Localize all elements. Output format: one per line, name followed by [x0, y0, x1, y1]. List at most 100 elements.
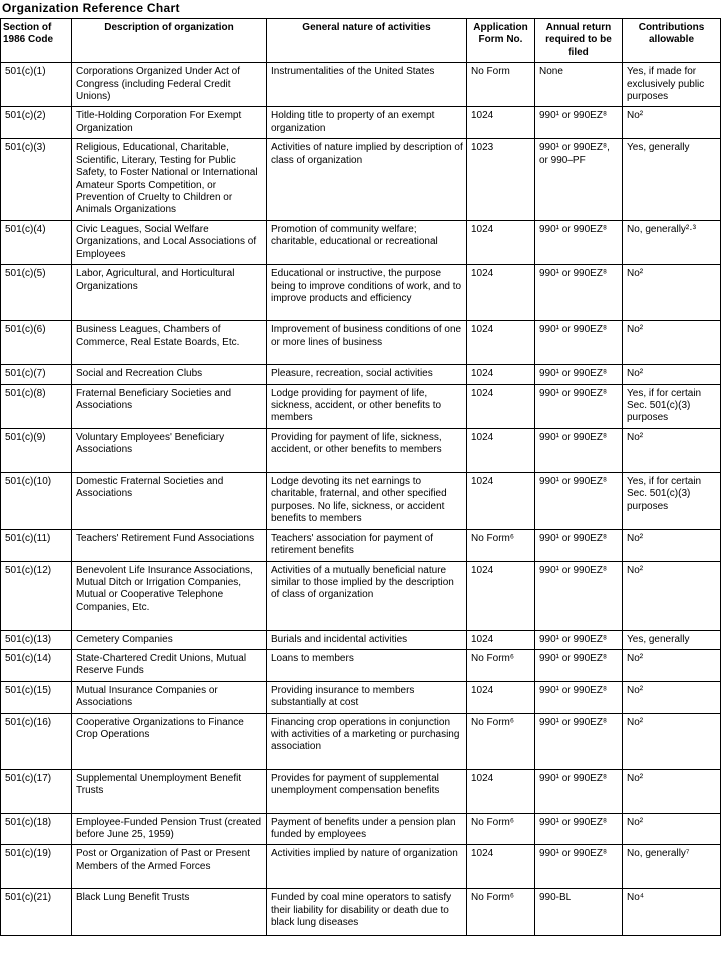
table-cell: 990¹ or 990EZ⁸ [534, 629, 623, 650]
table-cell: No² [622, 680, 721, 714]
table-cell: Loans to members [266, 648, 467, 682]
table-cell: 990¹ or 990EZ⁸ [534, 768, 623, 814]
table-cell: No² [622, 427, 721, 473]
table-row: 501(c)(7) Social and Recreation Clubs Plea… [0, 364, 721, 385]
table-cell: Instrumentalities of the United States [266, 62, 467, 108]
table-row: 501(c)(14) State-Chartered Credit Unions,… [0, 648, 721, 682]
table-cell: Funded by coal mine operators to satisfy… [266, 888, 467, 937]
table-cell: No² [622, 812, 721, 846]
table-row: 501(c)(17) Supplemental Unemployment Bene… [0, 768, 721, 814]
table-cell: No, generally⁷ [622, 844, 721, 890]
table-cell: Civic Leagues, Social Welfare Organizati… [71, 219, 267, 266]
table-cell: 501(c)(14) [0, 648, 72, 682]
table-cell: 501(c)(17) [0, 768, 72, 814]
table-cell: No² [622, 712, 721, 770]
table-cell: No Form⁶ [466, 888, 535, 937]
table-cell: 501(c)(3) [0, 138, 72, 221]
table-row: 501(c)(4) Civic Leagues, Social Welfare O… [0, 219, 721, 266]
table-row: 501(c)(2) Title-Holding Corporation For E… [0, 106, 721, 140]
table-cell: Title-Holding Corporation For Exempt Org… [71, 106, 267, 140]
table-cell: 990¹ or 990EZ⁸ [534, 471, 623, 530]
table-cell: 501(c)(21) [0, 888, 72, 937]
table-cell: Lodge providing for payment of life, sic… [266, 383, 467, 429]
table-cell: None [534, 62, 623, 108]
table-cell: 1024 [466, 629, 535, 650]
table-cell: 1024 [466, 364, 535, 385]
table-cell: Domestic Fraternal Societies and Associa… [71, 471, 267, 530]
table-cell: 501(c)(10) [0, 471, 72, 530]
table-cell: Post or Organization of Past or Present … [71, 844, 267, 890]
table-cell: Lodge devoting its net earnings to chari… [266, 471, 467, 530]
table-body: 501(c)(1) Corporations Organized Under Ac… [0, 62, 721, 937]
table-cell: Labor, Agricultural, and Horticultural O… [71, 264, 267, 322]
table-cell: Mutual Insurance Companies or Associatio… [71, 680, 267, 714]
table-cell: 1024 [466, 383, 535, 429]
table-cell: No² [622, 768, 721, 814]
table-row: 501(c)(21) Black Lung Benefit Trusts Funde… [0, 888, 721, 937]
table-row: 501(c)(15) Mutual Insurance Companies or … [0, 680, 721, 714]
table-row: 501(c)(10) Domestic Fraternal Societies a… [0, 471, 721, 530]
header-row: Section of 1986 Code Description of organ… [0, 17, 721, 64]
table-cell: Cooperative Organizations to Finance Cro… [71, 712, 267, 770]
table-cell: Yes, if for certain Sec. 501(c)(3) purpo… [622, 383, 721, 429]
table-cell: Provides for payment of supplemental une… [266, 768, 467, 814]
table-cell: Holding title to property of an exempt o… [266, 106, 467, 140]
header-cell: Application Form No. [466, 17, 535, 64]
header-cell: Annual return required to be filed [534, 17, 623, 64]
reference-table: Section of 1986 Code Description of organ… [0, 17, 721, 937]
table-cell: 990¹ or 990EZ⁸ [534, 680, 623, 714]
table-cell: Financing crop operations in conjunction… [266, 712, 467, 770]
table-cell: 990¹ or 990EZ⁸ [534, 219, 623, 266]
table-cell: 1024 [466, 844, 535, 890]
table-row: 501(c)(5) Labor, Agricultural, and Hortic… [0, 264, 721, 322]
table-cell: Benevolent Life Insurance Associations, … [71, 560, 267, 631]
table-cell: No² [622, 560, 721, 631]
table-cell: 501(c)(15) [0, 680, 72, 714]
table-cell: Cemetery Companies [71, 629, 267, 650]
table-cell: Promotion of community welfare; charitab… [266, 219, 467, 266]
table-cell: Yes, if made for exclusively public purp… [622, 62, 721, 108]
table-cell: Burials and incidental activities [266, 629, 467, 650]
table-cell: No⁴ [622, 888, 721, 937]
table-cell: Activities of a mutually beneficial natu… [266, 560, 467, 631]
table-row: 501(c)(16) Cooperative Organizations to F… [0, 712, 721, 770]
table-cell: 501(c)(19) [0, 844, 72, 890]
table-cell: Educational or instructive, the purpose … [266, 264, 467, 322]
table-cell: No² [622, 528, 721, 562]
table-cell: 990-BL [534, 888, 623, 937]
table-cell: 1023 [466, 138, 535, 221]
table-cell: 1024 [466, 106, 535, 140]
table-row: 501(c)(19) Post or Organization of Past o… [0, 844, 721, 890]
table-cell: 501(c)(16) [0, 712, 72, 770]
table-cell: 501(c)(8) [0, 383, 72, 429]
table-cell: 501(c)(12) [0, 560, 72, 631]
table-cell: 1024 [466, 264, 535, 322]
table-row: 501(c)(9) Voluntary Employees' Beneficiar… [0, 427, 721, 473]
table-cell: State-Chartered Credit Unions, Mutual Re… [71, 648, 267, 682]
table-cell: 990¹ or 990EZ⁸ [534, 264, 623, 322]
table-cell: No Form⁶ [466, 528, 535, 562]
table-cell: 1024 [466, 427, 535, 473]
table-cell: No Form⁶ [466, 812, 535, 846]
table-cell: No, generally²·³ [622, 219, 721, 266]
table-cell: No Form⁶ [466, 712, 535, 770]
table-cell: 990¹ or 990EZ⁸ [534, 812, 623, 846]
table-cell: Employee-Funded Pension Trust (created b… [71, 812, 267, 846]
table-cell: 990¹ or 990EZ⁸ [534, 320, 623, 366]
table-row: 501(c)(1) Corporations Organized Under Ac… [0, 62, 721, 108]
table-cell: Social and Recreation Clubs [71, 364, 267, 385]
table-cell: No² [622, 320, 721, 366]
table-cell: 990¹ or 990EZ⁸ [534, 560, 623, 631]
table-cell: Pleasure, recreation, social activities [266, 364, 467, 385]
table-cell: 501(c)(13) [0, 629, 72, 650]
table-cell: Corporations Organized Under Act of Cong… [71, 62, 267, 108]
table-cell: 990¹ or 990EZ⁸ [534, 364, 623, 385]
table-row: 501(c)(3) Religious, Educational, Charita… [0, 138, 721, 221]
table-cell: Yes, generally [622, 138, 721, 221]
table-cell: 501(c)(1) [0, 62, 72, 108]
table-cell: Fraternal Beneficiary Societies and Asso… [71, 383, 267, 429]
table-cell: No Form⁶ [466, 648, 535, 682]
table-cell: 501(c)(2) [0, 106, 72, 140]
table-cell: Business Leagues, Chambers of Commerce, … [71, 320, 267, 366]
table-cell: Payment of benefits under a pension plan… [266, 812, 467, 846]
